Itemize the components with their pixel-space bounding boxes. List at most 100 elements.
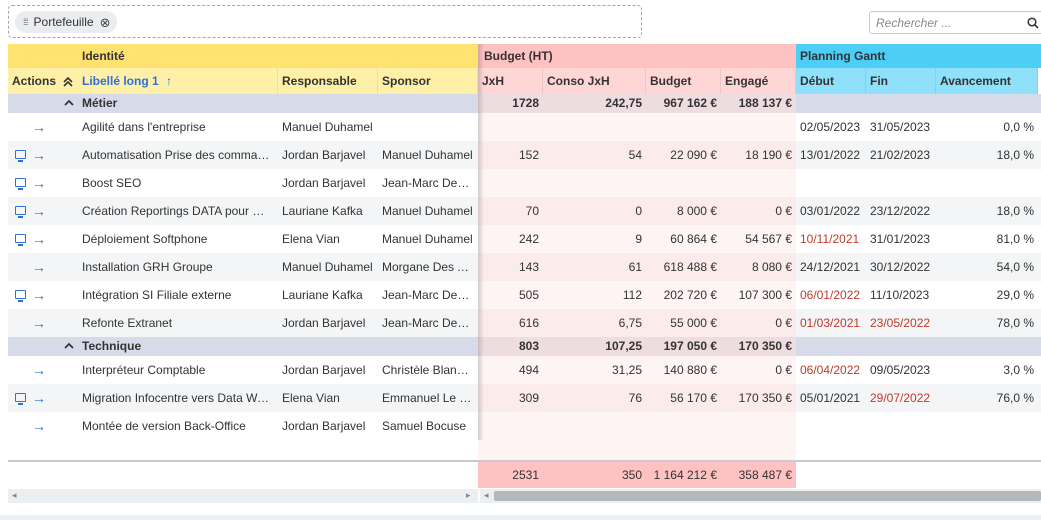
cell-label[interactable]: Intégration SI Filiale externe [82,288,232,302]
table-row[interactable] [8,253,478,281]
cell-budget[interactable]: 618 488 € [663,260,717,274]
cell-progress[interactable]: 0,0 % [1003,120,1034,134]
cell-sponsor[interactable]: Morgane Des Aulnes [382,260,478,274]
cell-budget[interactable]: 8 000 € [676,204,717,218]
collapse-group-icon[interactable] [64,337,78,356]
cell-conso[interactable]: 0 [635,204,642,218]
cell-sponsor[interactable]: Christèle Blanchard [382,363,478,377]
cell-budget[interactable]: 55 000 € [670,316,717,330]
cell-jxh[interactable]: 505 [518,288,539,302]
cell-end[interactable]: 31/05/2023 [870,120,931,134]
open-arrow-icon[interactable]: → [32,362,46,378]
cell-responsible[interactable]: Jordan Barjavel [282,363,366,377]
cell-sponsor[interactable]: Manuel Duhamel [382,232,473,246]
cell-budget[interactable]: 140 880 € [663,363,717,377]
cell-responsible[interactable]: Jordan Barjavel [282,419,366,433]
cell-engage[interactable] [721,113,796,141]
desktop-icon[interactable] [15,149,26,162]
cell-responsible[interactable]: Jordan Barjavel [282,148,366,162]
open-arrow-icon[interactable]: → [32,231,46,247]
cell-conso[interactable]: 31,25 [611,363,642,377]
drag-handle-icon[interactable]: ⁞⁞⁞ [23,17,28,27]
cell-end[interactable]: 30/12/2022 [870,260,931,274]
table-row[interactable] [8,281,478,309]
cell-sponsor[interactable]: Manuel Duhamel [382,204,473,218]
column-header-label[interactable]: Libellé long 1 ↑ [78,68,278,94]
cell-engage[interactable]: 54 567 € [745,232,792,246]
cell-label[interactable]: Création Reportings DATA pour Marketing [82,204,278,218]
cell-start[interactable]: 24/12/2021 [800,260,861,274]
group-by-panel[interactable]: ⁞⁞⁞ Portefeuille ⊗ [8,5,642,38]
cell-conso[interactable]: 61 [628,260,642,274]
cell-sponsor[interactable]: Jean-Marc Desmarais [382,176,478,190]
cell-sponsor[interactable]: Emmanuel Le Roux [382,391,478,405]
cell-engage[interactable]: 0 € [775,316,792,330]
open-arrow-icon[interactable]: → [32,147,46,163]
cell-progress[interactable]: 54,0 % [996,260,1034,274]
sort-asc-icon[interactable]: ↑ [166,74,173,88]
column-header-end[interactable]: Fin [866,68,936,94]
cell-sponsor[interactable]: Jean-Marc Desmarais [382,316,478,330]
cell-conso[interactable]: 76 [628,391,642,405]
cell-progress[interactable]: 18,0 % [996,148,1034,162]
table-row[interactable] [8,412,478,440]
cell-progress[interactable]: 3,0 % [1003,363,1034,377]
column-header-jxh[interactable]: JxH [478,68,543,94]
open-arrow-icon[interactable]: → [32,418,46,434]
cell-engage[interactable]: 8 080 € [751,260,792,274]
cell-end[interactable]: 09/05/2023 [870,363,931,377]
cell-conso[interactable] [543,412,646,440]
table-row[interactable] [8,225,478,253]
cell-budget[interactable]: 56 170 € [670,391,717,405]
cell-end[interactable]: 21/02/2023 [870,148,931,162]
frozen-scrollbar[interactable] [8,489,478,503]
table-row[interactable] [8,141,478,169]
table-row[interactable] [8,113,478,141]
cell-end[interactable] [866,412,936,440]
cell-responsible[interactable]: Elena Vian [282,232,340,246]
cell-sponsor[interactable]: Manuel Duhamel [382,148,473,162]
cell-jxh[interactable]: 152 [518,148,539,162]
cell-label[interactable]: Montée de version Back-Office [82,419,246,433]
cell-sponsor[interactable]: Jean-Marc Desmarais [382,288,478,302]
cell-engage[interactable]: 0 € [775,363,792,377]
cell-jxh[interactable]: 242 [518,232,539,246]
cell-conso[interactable]: 54 [628,148,642,162]
cell-responsible[interactable]: Jordan Barjavel [282,316,366,330]
cell-jxh[interactable] [478,113,543,141]
cell-progress[interactable]: 78,0 % [996,316,1034,330]
cell-engage[interactable]: 18 190 € [745,148,792,162]
cell-start[interactable]: 05/01/2021 [800,391,861,405]
main-scroll-left-icon[interactable]: ◂ [484,490,489,500]
cell-responsible[interactable]: Manuel Duhamel [282,120,373,134]
search-icon[interactable] [1021,16,1041,29]
cell-start[interactable]: 02/05/2023 [800,120,861,134]
cell-end[interactable]: 31/01/2023 [870,232,931,246]
scrollbar-thumb[interactable] [494,491,1041,501]
cell-end[interactable]: 23/12/2022 [870,204,931,218]
cell-label[interactable]: Boost SEO [82,176,142,190]
cell-jxh[interactable]: 70 [525,204,539,218]
desktop-icon[interactable] [15,289,26,302]
cell-start[interactable]: 03/01/2022 [800,204,861,218]
cell-sponsor[interactable] [378,113,478,141]
open-arrow-icon[interactable]: → [32,203,46,219]
open-arrow-icon[interactable]: → [32,390,46,406]
cell-engage[interactable]: 170 350 € [738,391,792,405]
cell-jxh[interactable]: 494 [518,363,539,377]
cell-jxh[interactable]: 143 [518,260,539,274]
cell-jxh[interactable] [478,169,543,197]
cell-label[interactable]: Installation GRH Groupe [82,260,213,274]
cell-engage[interactable] [721,412,796,440]
cell-label[interactable]: Migration Infocentre vers Data Warehouse [82,391,278,405]
column-header-progress[interactable]: Avancement [936,68,1038,94]
cell-responsible[interactable]: Jordan Barjavel [282,176,366,190]
cell-start[interactable]: 01/03/2021 [800,316,861,330]
cell-progress[interactable] [936,169,1038,197]
column-header-start[interactable]: Début [796,68,866,94]
cell-budget[interactable] [646,412,721,440]
table-row[interactable] [8,197,478,225]
cell-conso[interactable]: 9 [635,232,642,246]
cell-end[interactable]: 29/07/2022 [870,391,931,405]
cell-jxh[interactable]: 616 [518,316,539,330]
